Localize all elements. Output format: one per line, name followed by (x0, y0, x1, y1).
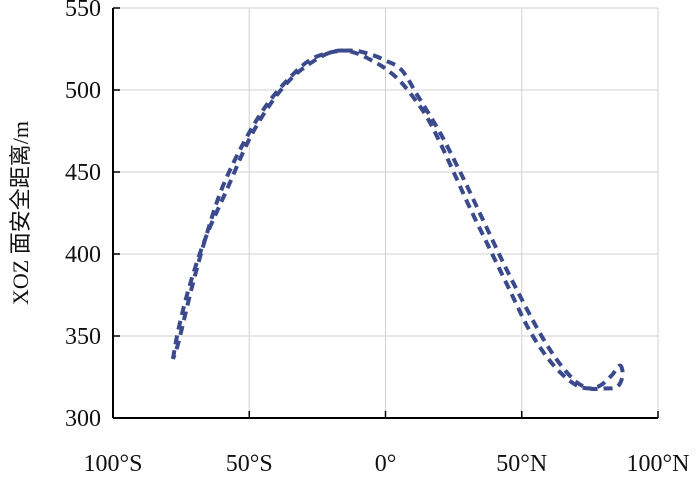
x-axis-ticks: 100°S 50°S 0° 50°N 100°N (84, 411, 690, 477)
y-tick-label: 450 (65, 160, 101, 186)
y-axis-label: XOZ 面安全距离/m (8, 121, 33, 305)
y-tick-label: 300 (65, 406, 101, 432)
x-tick-label: 100°N (627, 451, 690, 477)
x-tick-label: 50°N (496, 451, 547, 477)
y-tick-label: 400 (65, 242, 101, 268)
y-axis-ticks: 300 350 400 450 500 550 (65, 0, 120, 432)
y-tick-label: 350 (65, 324, 101, 350)
x-tick-label: 50°S (226, 451, 273, 477)
grid (113, 7, 659, 418)
series-layer (170, 48, 625, 392)
x-tick-label: 100°S (84, 451, 143, 477)
y-tick-label: 550 (65, 0, 101, 22)
y-tick-label: 500 (65, 78, 101, 104)
series-line (170, 48, 625, 392)
x-tick-label: 0° (375, 451, 397, 477)
